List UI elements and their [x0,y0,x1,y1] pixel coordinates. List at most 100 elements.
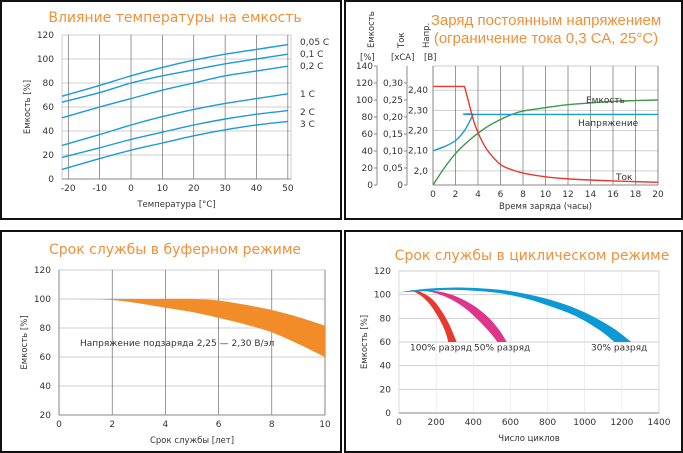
y-axis-title: Ток [397,32,407,49]
y-tick-label: 80 [362,113,374,123]
x-tick-label: 1200 [610,418,633,428]
series-line [61,93,288,147]
y-axis-unit: [xCA] [391,53,414,63]
chart-svg: Срок службы в буферном режиме20406080100… [20,242,331,446]
x-tick-label: -10 [92,184,107,194]
x-tick-label: 10 [319,420,331,430]
annotation: Напряжение подзаряда 2,25 — 2,30 В/эл [80,339,274,349]
series-line [433,85,659,183]
y-tick-label: 0 [385,409,391,419]
series-line [432,113,658,152]
x-tick-label: 6 [498,190,504,200]
y-axis-unit: [%] [360,53,375,63]
series-line [61,53,288,103]
y-tick-label: 0,10 [383,147,403,157]
x-tick-label: 2 [109,420,115,430]
y-tick-label: 60 [43,103,55,113]
x-tick-label: 0 [396,418,402,428]
y-axis-label: Емкость [%] [20,315,30,369]
chart-float-service-life: Срок службы в буферном режиме 20 40 60 80 100… [0,230,342,453]
x-tick-label: 50 [282,184,294,194]
y-tick-label: 0,25 [383,96,403,106]
y-tick-label: 60 [362,130,374,140]
x-tick-label: 800 [539,418,556,428]
y-tick-label: 140 [356,62,373,72]
plot-area [58,269,326,416]
chart-subtitle: (ограничение тока 0,3 СА, 25°С) [434,30,658,47]
x-tick-label: 8 [269,420,275,430]
series-line [61,43,288,97]
x-tick-label: 0 [128,184,134,194]
y-tick-label: 40 [40,382,52,392]
y-tick-label: 20 [380,385,392,395]
y-tick-label: 80 [380,314,392,324]
y-tick-label: 120 [37,31,54,41]
y-tick-label: 100 [356,96,373,106]
x-axis-label: Время заряда (часы) [499,202,592,212]
y-tick-label: 80 [40,324,52,334]
x-tick-label: 1400 [648,418,671,428]
series-label: 1 C [300,90,315,100]
y-axis-title: Емкость [367,11,377,48]
y-tick-label: 60 [380,338,392,348]
series-label: 50% разряд [474,343,530,353]
chart-cycle-service-life: Срок службы в циклическом режиме 0 20 40 60 8… [344,230,683,453]
series-label: 3 C [300,120,315,130]
y-tick-label: 20 [362,164,374,174]
y-tick-label: 2,30 [408,106,428,116]
y-tick-label: 40 [362,147,374,157]
series-label: 0,05 C [300,38,329,48]
y-tick-label: 120 [356,79,373,89]
series-label: 2 C [300,108,315,118]
x-tick-label: 16 [607,190,619,200]
y-tick-label: 40 [380,362,392,372]
y-tick-label: 20 [40,411,52,421]
y-tick-label: 0,30 [383,79,403,89]
y-tick-label: 2,10 [408,147,428,157]
x-tick-label: -20 [61,184,76,194]
y-tick-label: 2,40 [408,86,428,96]
x-tick-label: 14 [585,190,597,200]
x-tick-label: 4 [475,190,481,200]
series-band [399,287,632,342]
y-tick-label: 0,05 [383,164,403,174]
x-tick-label: 20 [652,190,664,200]
chart-title: Срок службы в буферном режиме [49,242,301,258]
series-label: Емкость [586,96,625,106]
y-tick-label: 0 [397,181,403,191]
x-tick-label: 0 [56,420,62,430]
series-label: Ток [615,173,633,183]
x-tick-label: 12 [562,190,573,200]
y-tick-label: 60 [40,353,52,363]
y-tick-label: 0,20 [383,113,403,123]
x-tick-label: 4 [163,420,169,430]
series-line [61,120,288,171]
x-tick-label: 30 [219,184,231,194]
x-axis-label: Температура [°C] [136,200,215,210]
series-line [61,109,288,159]
x-tick-label: 6 [216,420,222,430]
capacity-band [59,298,325,357]
chart-svg: Заряд постоянным напряжением(ограничение… [356,11,664,212]
x-tick-label: 2 [453,190,459,200]
y-axis-unit: [B] [424,53,436,63]
chart-title: Заряд постоянным напряжением [431,12,661,29]
y-tick-label: 100 [37,55,54,65]
x-tick-label: 1000 [573,418,596,428]
y-axis-title: Напр. [422,23,432,48]
chart-title: Влияние температуры на емкость [48,10,301,26]
y-tick-label: 100 [374,291,391,301]
x-axis-label: Срок службы [лет] [150,436,234,446]
x-tick-label: 10 [157,184,169,194]
x-tick-label: 10 [540,190,552,200]
chart-temperature-capacity: Влияние температуры на емкость 0 20 40 60 80 1… [0,0,342,220]
y-tick-label: 0 [48,175,54,185]
x-tick-label: 600 [502,418,519,428]
y-tick-label: 120 [374,267,391,277]
x-tick-label: 20 [188,184,200,194]
series-label: Напряжение [578,119,639,129]
chart-svg: Срок службы в циклическом режиме 0 20 40 60 8… [360,248,671,444]
x-tick-label: 40 [251,184,263,194]
y-tick-label: 120 [34,266,51,276]
y-tick-label: 100 [34,295,51,305]
